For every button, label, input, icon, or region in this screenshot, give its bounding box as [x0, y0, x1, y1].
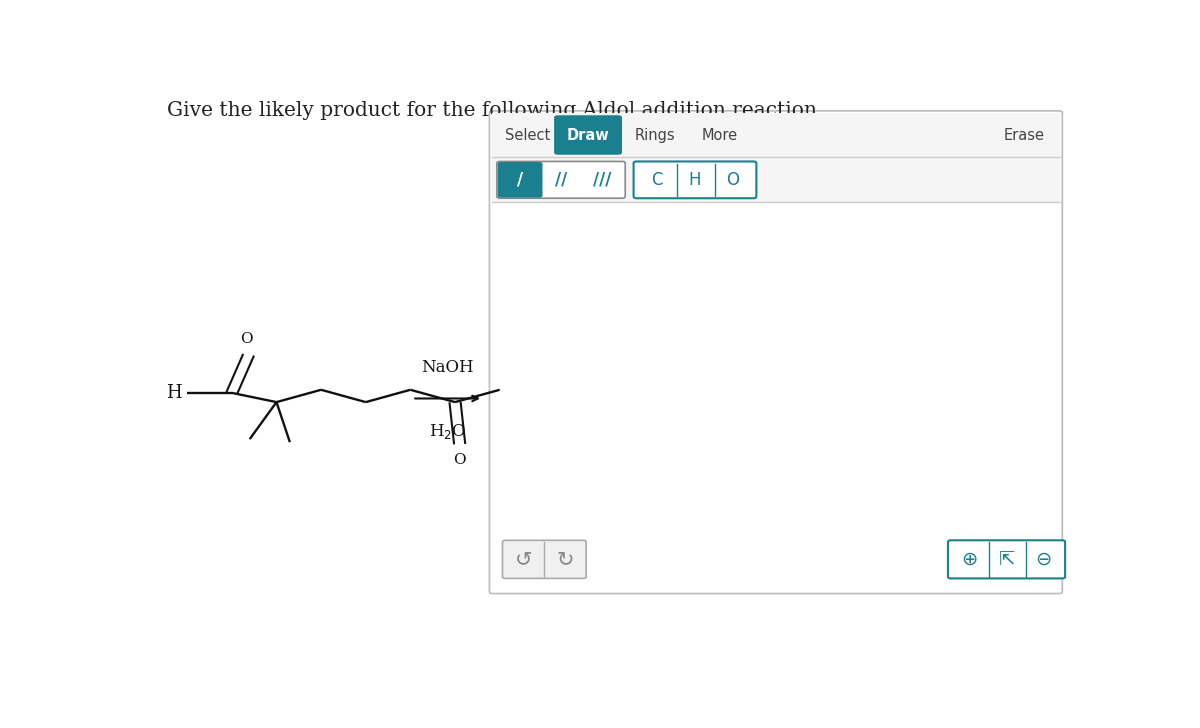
Text: NaOH: NaOH [421, 359, 474, 376]
Text: C: C [652, 171, 662, 189]
Text: //: // [554, 171, 568, 189]
Text: More: More [702, 127, 738, 143]
Text: Select: Select [505, 127, 551, 143]
FancyBboxPatch shape [497, 162, 625, 198]
Text: ↺: ↺ [515, 550, 533, 569]
Text: /: / [517, 171, 523, 189]
Text: H$_2$O: H$_2$O [428, 422, 467, 441]
Text: O: O [727, 171, 739, 189]
FancyBboxPatch shape [492, 113, 1060, 157]
Text: H: H [689, 171, 701, 189]
FancyBboxPatch shape [503, 540, 586, 579]
FancyBboxPatch shape [554, 115, 622, 155]
Text: ///: /// [593, 171, 611, 189]
Text: O: O [454, 453, 466, 467]
FancyBboxPatch shape [948, 540, 1066, 579]
Text: Draw: Draw [566, 127, 610, 143]
Text: ⇱: ⇱ [998, 550, 1015, 569]
FancyBboxPatch shape [492, 157, 1060, 202]
Text: Give the likely product for the following Aldol addition reaction.: Give the likely product for the followin… [167, 101, 823, 120]
Text: ⊕: ⊕ [961, 550, 978, 569]
FancyBboxPatch shape [634, 162, 756, 198]
Text: ⊖: ⊖ [1036, 550, 1052, 569]
Text: Erase: Erase [1003, 127, 1045, 143]
FancyBboxPatch shape [498, 162, 542, 198]
Text: ↻: ↻ [556, 550, 574, 569]
Text: H: H [166, 384, 181, 402]
Text: Rings: Rings [635, 127, 676, 143]
FancyBboxPatch shape [490, 111, 1062, 593]
Text: O: O [240, 332, 253, 346]
